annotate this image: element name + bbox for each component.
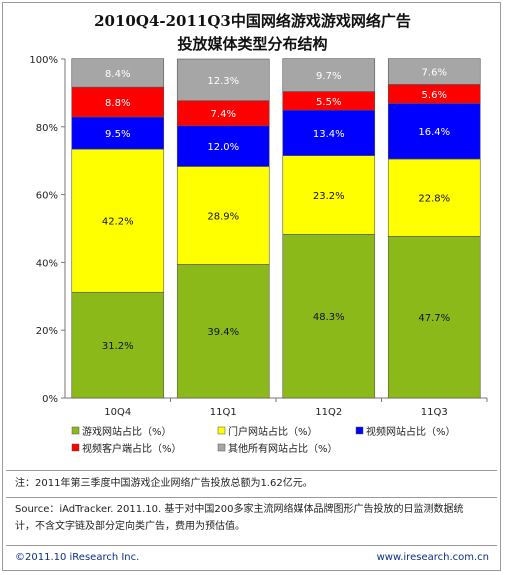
y-tick-label: 40% [36, 258, 58, 269]
bar-segment [282, 155, 376, 235]
legend-label: 视频网站占比（%） [366, 425, 456, 438]
bar-segment [71, 291, 165, 399]
data-label: 13.4% [313, 129, 345, 140]
note-separator [6, 497, 497, 498]
data-label: 5.6% [422, 90, 447, 101]
bar-segment [71, 58, 165, 88]
legend-swatch [217, 426, 226, 435]
bar-segment [176, 58, 270, 101]
data-label: 8.4% [105, 69, 130, 80]
legend-separator [6, 470, 497, 471]
x-tick-label: 11Q2 [315, 407, 342, 418]
data-label: 42.2% [102, 217, 134, 228]
x-tick-label: 11Q1 [210, 407, 237, 418]
data-label: 16.4% [418, 127, 450, 138]
y-tick-label: 100% [29, 55, 58, 66]
legend-label: 门户网站占比（%） [228, 425, 318, 438]
bar-segment [387, 103, 481, 160]
bar-segment [176, 125, 270, 167]
bar-segment [71, 86, 165, 118]
bar-segment [71, 116, 165, 150]
chart-subtitle: 投放媒体类型分布结构 [177, 35, 328, 53]
legend-label: 游戏网站占比（%） [82, 425, 172, 438]
data-label: 31.2% [102, 341, 134, 352]
x-tick-label: 10Q4 [104, 407, 131, 418]
data-label: 28.9% [207, 211, 239, 222]
bar-segment [282, 233, 376, 399]
source-line-1: Source：iAdTracker. 2011.10. 基于对中国200多家主流… [15, 504, 464, 515]
bar-segment [387, 158, 481, 237]
footer-website: www.iresearch.com.cn [376, 552, 489, 563]
y-tick-label: 0% [42, 394, 58, 405]
y-tick-label: 80% [36, 123, 58, 134]
bar-segment [71, 148, 165, 293]
data-label: 47.7% [418, 313, 450, 324]
bar-segment [282, 109, 376, 156]
bar-segment [176, 264, 270, 399]
bar-segment [387, 58, 481, 85]
legend-label: 其他所有网站占比（%） [228, 442, 338, 455]
x-tick-label: 11Q3 [421, 407, 448, 418]
data-label: 22.8% [418, 194, 450, 205]
data-label: 39.4% [207, 327, 239, 338]
chart-note: 注：2011年第三季度中国游戏企业网络广告投放总额为1.62亿元。 [15, 478, 313, 489]
source-line-2: 计，不含文字链及部分定向类广告，费用为预估值。 [15, 521, 245, 532]
legend-swatch [71, 426, 80, 435]
bar-segment [176, 166, 270, 265]
legend-label: 视频客户端占比（%） [82, 442, 182, 455]
legend-swatch [71, 443, 80, 452]
footer-copyright: ©2011.10 iResearch Inc. [15, 552, 140, 563]
data-label: 5.5% [316, 97, 341, 108]
y-tick-label: 20% [36, 326, 58, 337]
source-separator [6, 545, 497, 546]
data-label: 8.8% [105, 98, 130, 109]
data-label: 48.3% [313, 312, 345, 323]
data-label: 7.4% [211, 109, 236, 120]
y-tick-label: 60% [36, 191, 58, 202]
data-label: 23.2% [313, 191, 345, 202]
bar-segment [282, 58, 376, 92]
data-label: 7.6% [422, 68, 447, 79]
data-label: 9.5% [105, 129, 130, 140]
data-label: 12.0% [207, 142, 239, 153]
data-label: 9.7% [316, 71, 341, 82]
bar-segment [387, 235, 481, 399]
legend-swatch [217, 443, 226, 452]
chart-title: 2010Q4-2011Q3中国网络游戏游戏网络广告 [94, 12, 411, 30]
data-label: 12.3% [207, 76, 239, 87]
legend-swatch [355, 426, 364, 435]
